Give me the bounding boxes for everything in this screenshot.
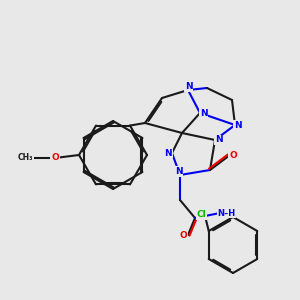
Text: O: O [229,151,237,160]
Text: N: N [215,136,222,145]
Text: Cl: Cl [196,210,206,219]
Text: N: N [200,109,207,118]
Text: N: N [185,82,192,91]
Text: O: O [180,230,188,239]
Text: N: N [234,121,242,130]
Text: N–H: N–H [218,208,236,217]
Text: N: N [165,148,172,158]
Text: O: O [51,154,59,163]
Text: CH₃: CH₃ [18,154,33,163]
Text: N: N [175,167,182,176]
